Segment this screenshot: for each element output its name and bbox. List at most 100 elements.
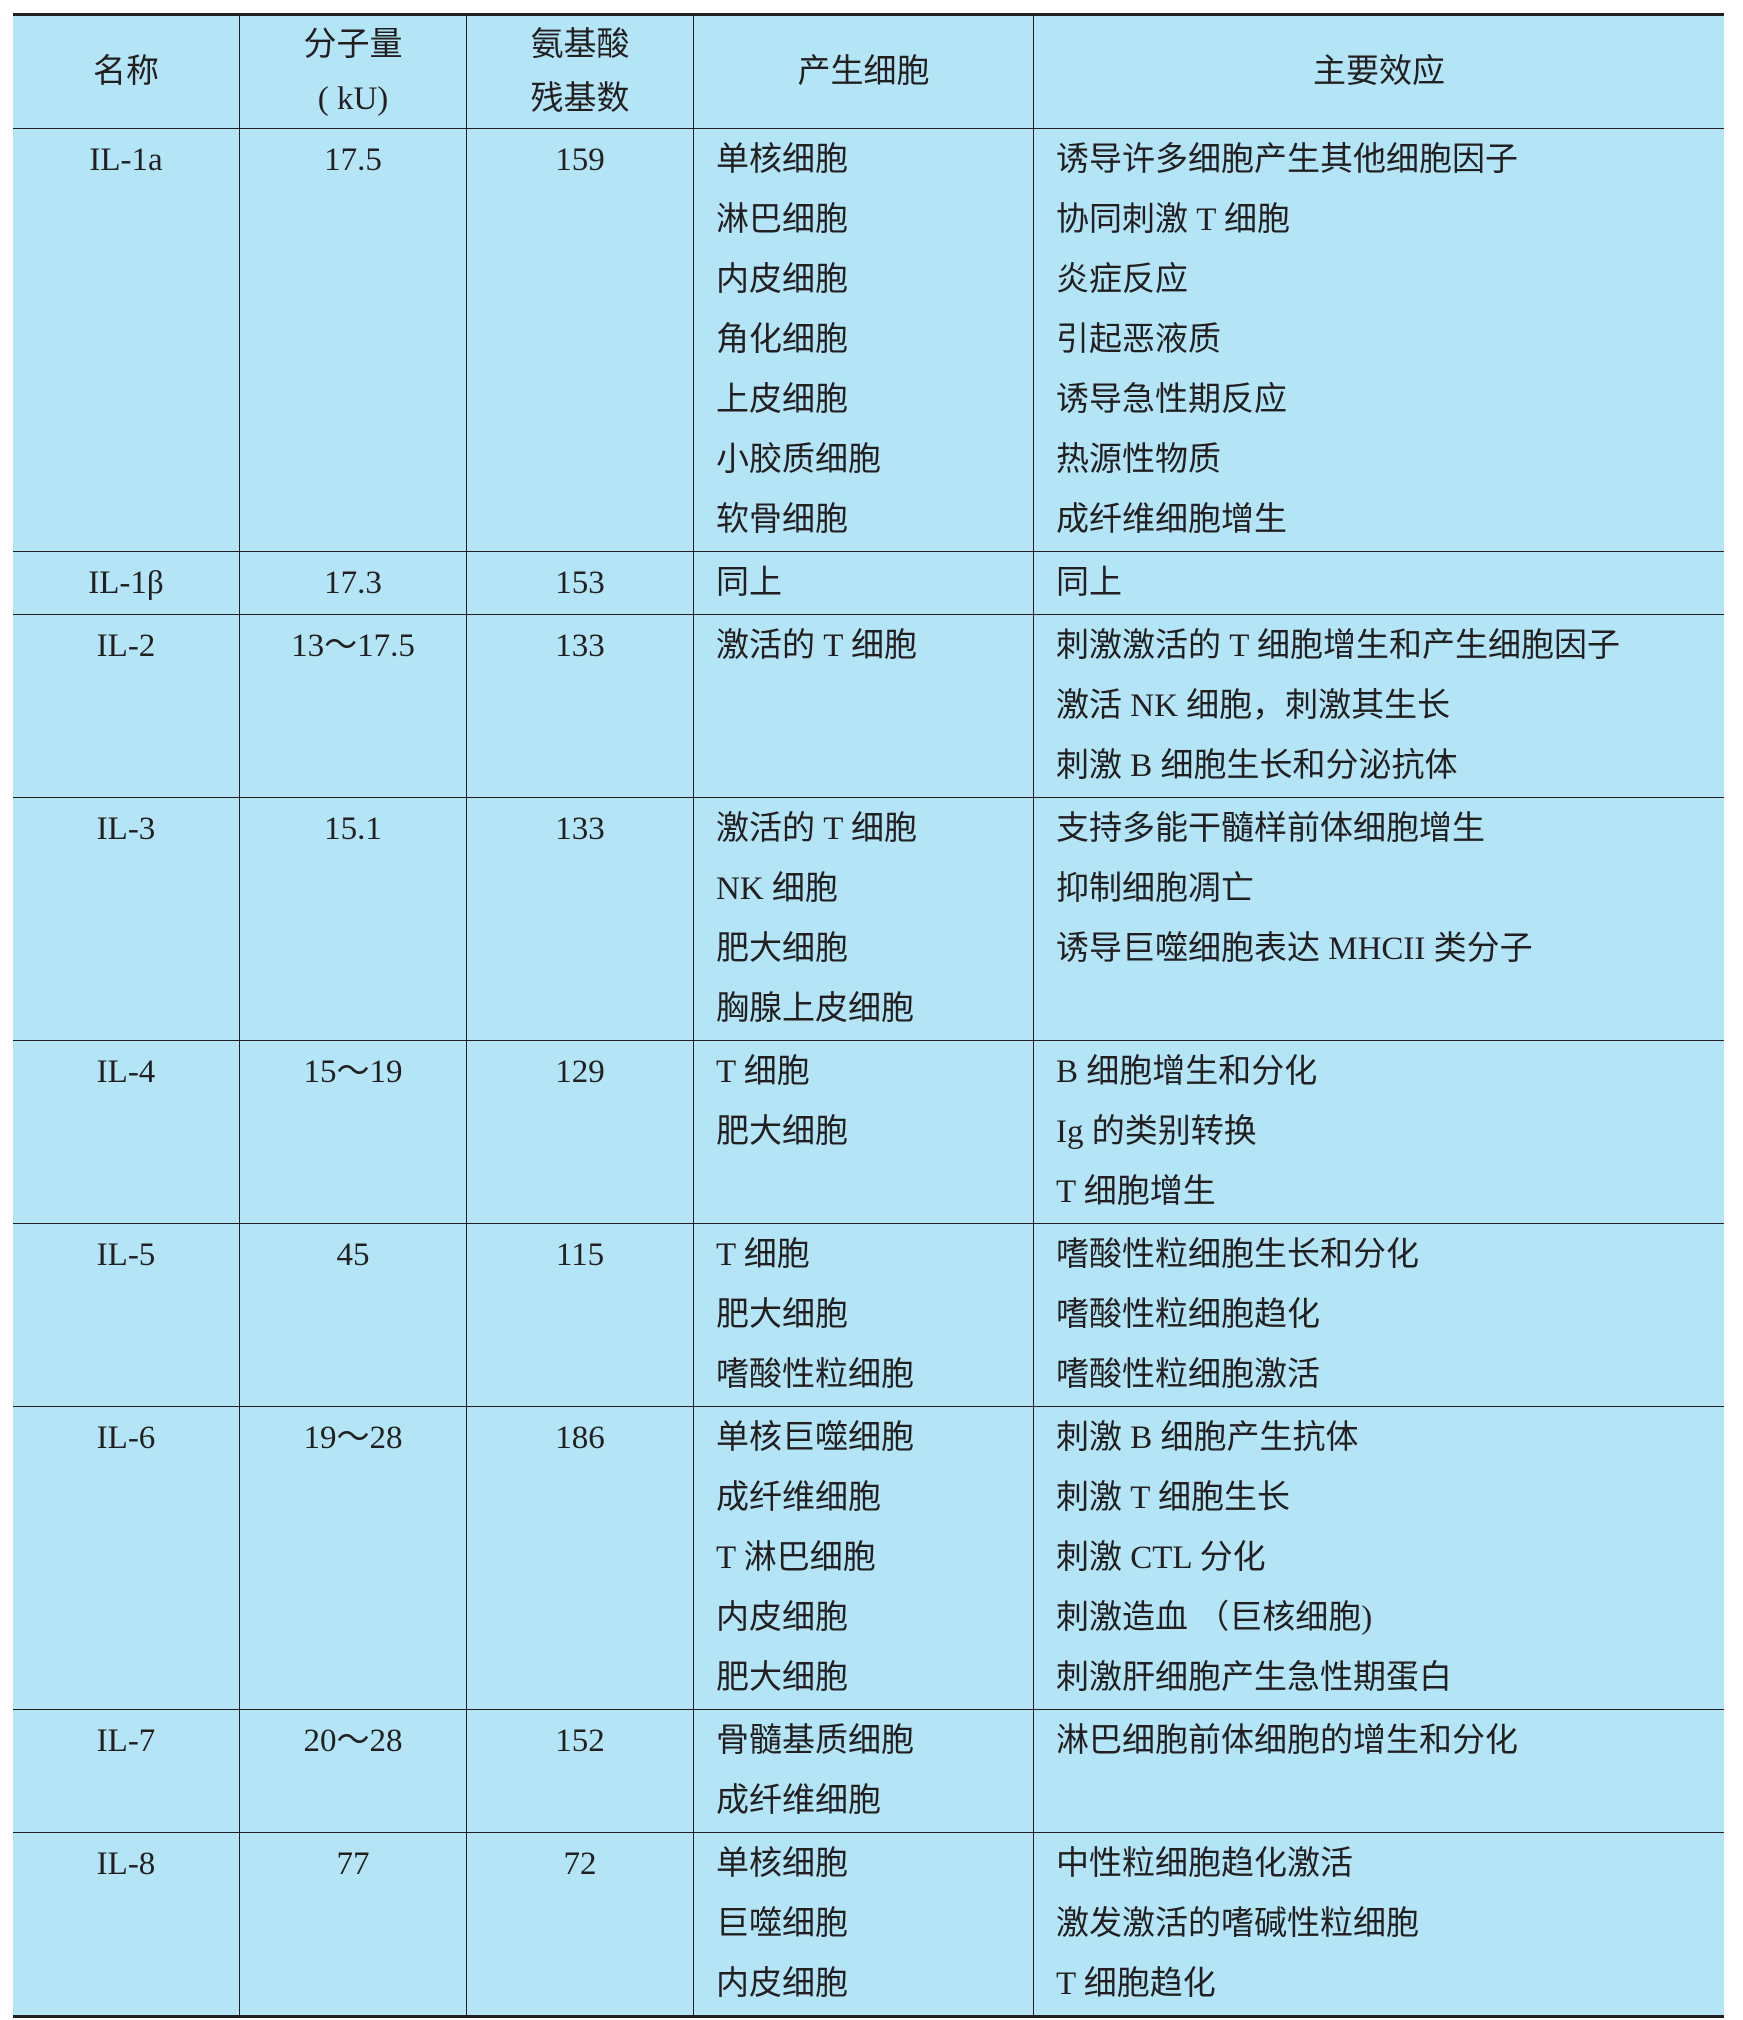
table-row: IL-5 45 115 T 细胞 肥大细胞 嗜酸性粒细胞 嗜酸性粒细胞生长和分化 嗜酸性粒细胞… <box>13 1223 1724 1407</box>
cell-line: 13～17.5 <box>291 628 415 664</box>
table-cell: 19～28 <box>239 1406 467 1710</box>
cell-line: 产生细胞 <box>797 54 930 90</box>
cell-line: IL-5 <box>96 1237 156 1273</box>
cell-line: 成纤维细胞 <box>716 1783 881 1819</box>
cell-line: 淋巴细胞 <box>716 202 848 238</box>
cell-line: 氨基酸 <box>530 27 630 63</box>
cell-line: 肥大细胞 <box>716 1297 848 1333</box>
cell-line: 肥大细胞 <box>716 1114 848 1150</box>
cell-line: 主要效应 <box>1313 54 1445 90</box>
cell-line: 刺激 B 细胞生长和分泌抗体 <box>1056 748 1458 784</box>
cell-line: 嗜酸性粒细胞趋化 <box>1056 1297 1320 1333</box>
cell-line: IL-1β <box>88 565 164 601</box>
cell-line: Ig 的类别转换 <box>1056 1114 1257 1150</box>
cell-line: 激发激活的嗜碱性粒细胞 <box>1056 1906 1419 1942</box>
table-row: IL-1a 17.5 159 单核细胞 淋巴细胞 内皮细胞 角化细胞 上皮细胞 小胶质细胞 软骨细… <box>13 128 1724 552</box>
cell-line: 刺激 B 细胞产生抗体 <box>1056 1420 1359 1456</box>
cell-line: 19～28 <box>303 1420 403 1456</box>
header-cell: 氨基酸 残基数 <box>466 13 694 129</box>
cell-line: 名称 <box>93 54 159 90</box>
cell-line: 成纤维细胞 <box>716 1480 881 1516</box>
cell-line: 分子量 <box>303 27 403 63</box>
table-cell: 133 <box>466 614 694 798</box>
cell-line: NK 细胞 <box>716 871 838 907</box>
cell-line: 成纤维细胞增生 <box>1056 502 1287 538</box>
table-container: 名称 分子量 ( kU) 氨基酸 残基数 产生细胞 主要效应 IL-1a 17.5 159 单核细… <box>13 13 1724 2018</box>
cell-line: 激活的 T 细胞 <box>716 811 918 847</box>
table-cell: 17.5 <box>239 128 467 552</box>
header-cell: 产生细胞 <box>693 13 1034 129</box>
table-cell: IL-4 <box>13 1040 240 1224</box>
cell-line: 133 <box>555 628 605 664</box>
cell-line: 186 <box>555 1420 605 1456</box>
table-row: IL-6 19～28 186 单核巨噬细胞 成纤维细胞 T 淋巴细胞 内皮细胞 肥大细胞 刺激 … <box>13 1406 1724 1710</box>
cell-line: 同上 <box>1056 565 1122 601</box>
cell-line: 协同刺激 T 细胞 <box>1056 202 1291 238</box>
cell-line: T 细胞趋化 <box>1056 1966 1216 2002</box>
cell-line: 153 <box>555 565 605 601</box>
cell-line: 129 <box>555 1054 605 1090</box>
table-row: IL-1β 17.3 153 同上 同上 <box>13 551 1724 615</box>
table-cell: T 细胞 肥大细胞 嗜酸性粒细胞 <box>693 1223 1034 1407</box>
cell-line: 嗜酸性粒细胞 <box>716 1357 914 1393</box>
table-cell: 45 <box>239 1223 467 1407</box>
cell-line: 17.3 <box>324 565 382 601</box>
table-cell: 15.1 <box>239 797 467 1041</box>
cell-line: 133 <box>555 811 605 847</box>
cell-line: 支持多能干髓样前体细胞增生 <box>1056 811 1485 847</box>
cell-line: 15.1 <box>324 811 382 847</box>
cell-line: 诱导许多细胞产生其他细胞因子 <box>1056 142 1518 178</box>
cell-line: ( kU) <box>317 81 389 117</box>
table-cell: 淋巴细胞前体细胞的增生和分化 <box>1033 1709 1724 1833</box>
table-cell: 单核巨噬细胞 成纤维细胞 T 淋巴细胞 内皮细胞 肥大细胞 <box>693 1406 1034 1710</box>
table-cell: IL-1β <box>13 551 240 615</box>
cell-line: 激活 NK 细胞，刺激其生长 <box>1056 688 1451 724</box>
table-cell: 15～19 <box>239 1040 467 1224</box>
table-cell: 同上 <box>693 551 1034 615</box>
cell-line: IL-4 <box>96 1054 156 1090</box>
cell-line: 角化细胞 <box>716 322 848 358</box>
table-cell: 刺激 B 细胞产生抗体 刺激 T 细胞生长 刺激 CTL 分化 刺激造血 （巨核细胞)… <box>1033 1406 1724 1710</box>
cell-line: 刺激造血 （巨核细胞) <box>1056 1600 1373 1636</box>
table-cell: 153 <box>466 551 694 615</box>
cell-line: 中性粒细胞趋化激活 <box>1056 1846 1353 1882</box>
table-cell: IL-6 <box>13 1406 240 1710</box>
table-cell: 159 <box>466 128 694 552</box>
cell-line: IL-2 <box>96 628 156 664</box>
table-cell: 嗜酸性粒细胞生长和分化 嗜酸性粒细胞趋化 嗜酸性粒细胞激活 <box>1033 1223 1724 1407</box>
cell-line: 内皮细胞 <box>716 262 848 298</box>
cell-line: 72 <box>563 1846 597 1882</box>
cell-line: 胸腺上皮细胞 <box>716 991 914 1027</box>
cell-line: 抑制细胞凋亡 <box>1056 871 1254 907</box>
cell-line: 115 <box>555 1237 605 1273</box>
table-row: IL-4 15～19 129 T 细胞 肥大细胞 B 细胞增生和分化 Ig 的类别转换 T 细… <box>13 1040 1724 1224</box>
cell-line: 小胶质细胞 <box>716 442 881 478</box>
cell-line: 单核细胞 <box>716 142 848 178</box>
cell-line: 77 <box>336 1846 370 1882</box>
table-cell: IL-2 <box>13 614 240 798</box>
table-cell: 激活的 T 细胞 NK 细胞 肥大细胞 胸腺上皮细胞 <box>693 797 1034 1041</box>
table-cell: B 细胞增生和分化 Ig 的类别转换 T 细胞增生 <box>1033 1040 1724 1224</box>
cell-line: B 细胞增生和分化 <box>1056 1054 1318 1090</box>
table-cell: 152 <box>466 1709 694 1833</box>
cell-line: 152 <box>555 1723 605 1759</box>
cell-line: T 细胞增生 <box>1056 1174 1216 1210</box>
table-cell: 刺激激活的 T 细胞增生和产生细胞因子 激活 NK 细胞，刺激其生长 刺激 B 细胞… <box>1033 614 1724 798</box>
cell-line: 同上 <box>716 565 782 601</box>
cell-line: 诱导巨噬细胞表达 MHCII 类分子 <box>1056 931 1533 967</box>
cell-line: 嗜酸性粒细胞生长和分化 <box>1056 1237 1419 1273</box>
table-row: IL-7 20～28 152 骨髓基质细胞 成纤维细胞 淋巴细胞前体细胞的增生和分化 <box>13 1709 1724 1833</box>
cell-line: 刺激激活的 T 细胞增生和产生细胞因子 <box>1056 628 1621 664</box>
cell-line: 单核巨噬细胞 <box>716 1420 914 1456</box>
cell-line: 45 <box>336 1237 370 1273</box>
table-cell: 同上 <box>1033 551 1724 615</box>
header-cell: 主要效应 <box>1033 13 1724 129</box>
table-cell: IL-1a <box>13 128 240 552</box>
cell-line: 上皮细胞 <box>716 382 848 418</box>
cell-line: IL-8 <box>96 1846 156 1882</box>
cell-line: 17.5 <box>324 142 382 178</box>
table-cell: 17.3 <box>239 551 467 615</box>
table-row: IL-2 13～17.5 133 激活的 T 细胞 刺激激活的 T 细胞增生和产生细胞因… <box>13 614 1724 798</box>
table-row: IL-3 15.1 133 激活的 T 细胞 NK 细胞 肥大细胞 胸腺上皮细胞 支持多能干髓… <box>13 797 1724 1041</box>
